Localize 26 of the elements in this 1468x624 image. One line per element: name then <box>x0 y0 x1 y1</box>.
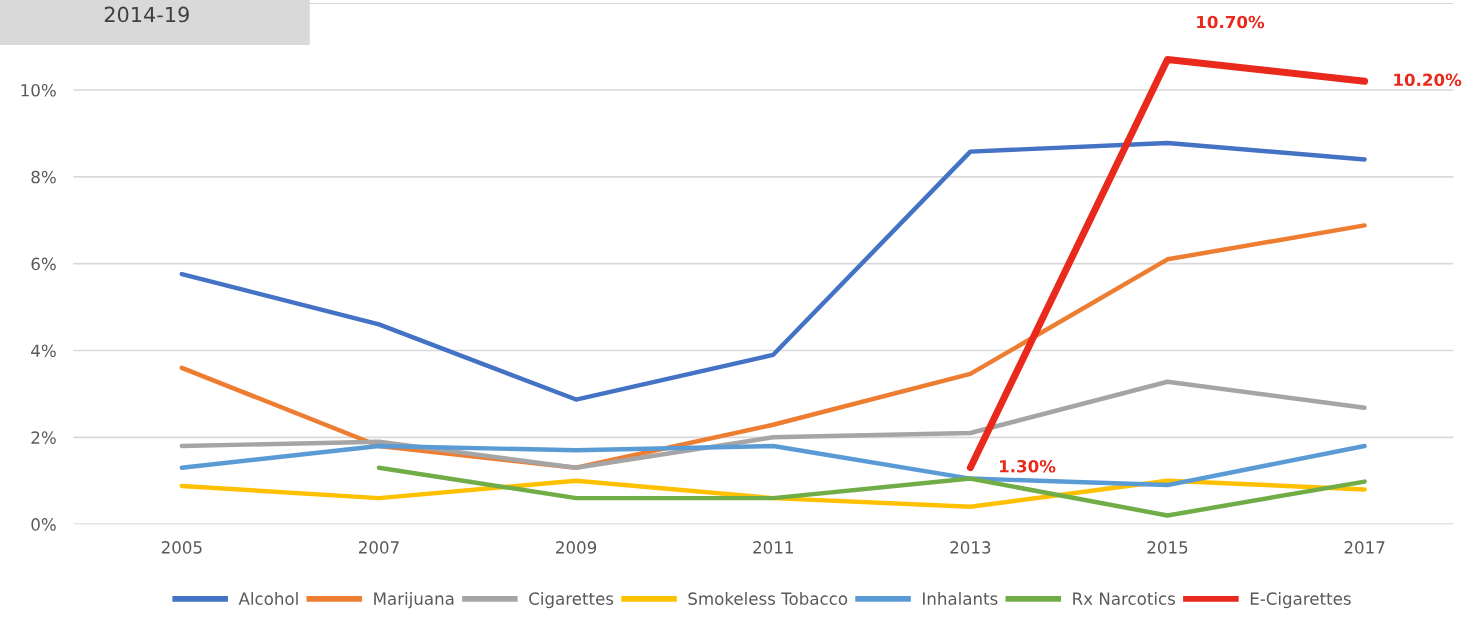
y-tick-label: 2% <box>31 431 56 444</box>
x-tick-label: 2015 <box>1147 541 1188 554</box>
y-tick-label: 4% <box>31 344 56 358</box>
y-tick-label: 0% <box>31 518 56 531</box>
legend-label: Marijuana <box>374 592 454 609</box>
legend-label: Smokeless Tobacco <box>688 592 848 605</box>
x-tick-label: 2009 <box>556 541 597 554</box>
legend-label: E-Cigarettes <box>1250 592 1351 609</box>
data-label: 10.20% <box>1394 73 1462 87</box>
x-tick-label: 2007 <box>358 541 399 554</box>
legend-label: Cigarettes <box>529 592 614 609</box>
line-series <box>179 140 1367 402</box>
x-tick-label: 2011 <box>753 541 793 554</box>
legend-label: Rx Narcotics <box>1073 592 1176 605</box>
annotation: 2014-19 <box>104 6 189 23</box>
x-tick-label: 2005 <box>161 541 202 554</box>
y-tick-label: 6% <box>31 257 56 271</box>
y-tick-label: 10% <box>21 83 56 97</box>
y-tick-label: 8% <box>31 170 56 184</box>
x-tick-label: 2017 <box>1344 541 1385 554</box>
legend-label: Alcohol <box>238 592 298 605</box>
data-label: 1.30% <box>1000 459 1056 473</box>
data-label: 10.70% <box>1197 15 1265 29</box>
legend-label: Inhalants <box>923 592 998 605</box>
line-series <box>179 443 1367 488</box>
x-tick-label: 2013 <box>950 541 991 554</box>
